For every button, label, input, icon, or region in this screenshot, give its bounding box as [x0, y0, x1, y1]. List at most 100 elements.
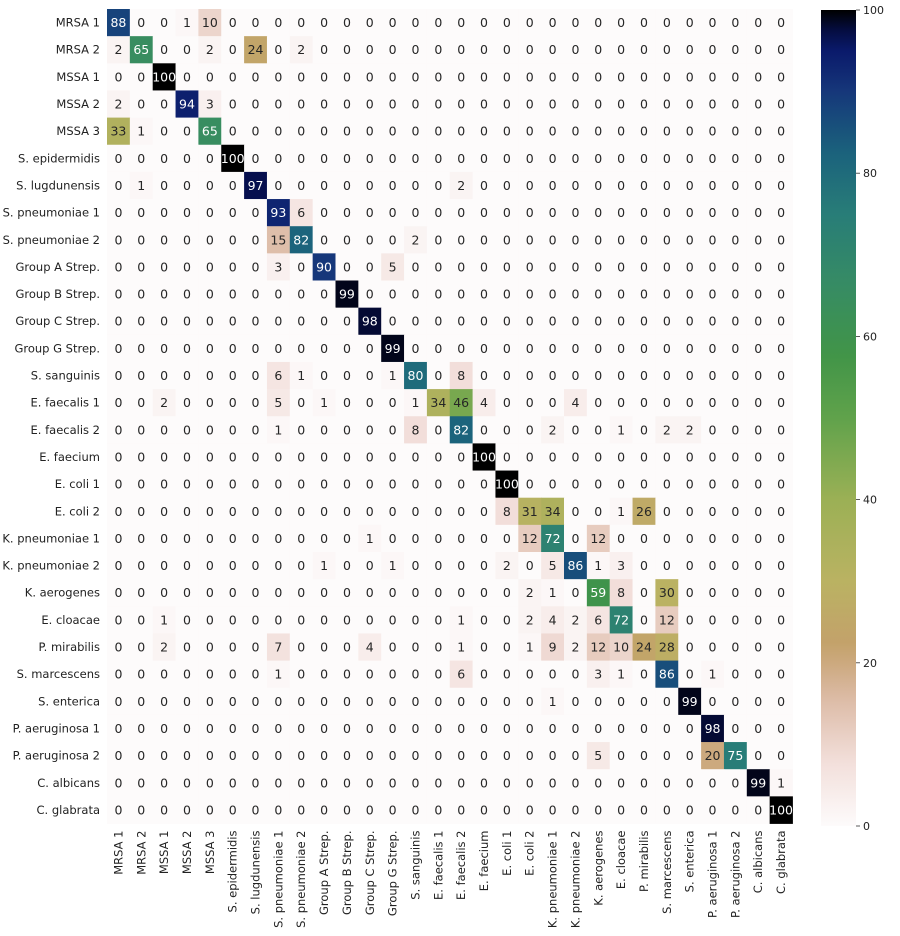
cell-value-label: 0 — [709, 612, 717, 627]
heatmap-cell — [746, 742, 771, 770]
cell-value-label: 0 — [640, 42, 648, 57]
cell-value-label: 0 — [252, 748, 260, 763]
cell-value-label: 0 — [777, 124, 785, 139]
heatmap-cell — [701, 606, 725, 634]
heatmap-cell — [426, 633, 451, 661]
cell-value-label: 0 — [366, 504, 374, 519]
cell-value-label: 1 — [549, 585, 557, 600]
heatmap-cell — [312, 552, 336, 580]
heatmap-cell — [701, 199, 725, 227]
cell-value-label: 0 — [252, 422, 260, 437]
heatmap-cell — [586, 117, 611, 146]
heatmap-cell — [586, 633, 611, 661]
cell-value-label: 0 — [571, 151, 579, 166]
cell-value-label: 0 — [709, 232, 717, 247]
heatmap-cell — [152, 117, 176, 146]
heatmap-cell — [495, 633, 519, 661]
cell-value-label: 0 — [412, 667, 420, 682]
cell-value-label: 2 — [114, 42, 122, 57]
cell-value-label: 0 — [457, 531, 465, 546]
cell-value-label: 59 — [590, 585, 606, 600]
cell-value-label: 0 — [594, 314, 602, 329]
cell-value-label: 0 — [137, 395, 145, 410]
cell-value-label: 0 — [206, 694, 214, 709]
cell-value-label: 0 — [389, 694, 397, 709]
cell-value-label: 0 — [480, 97, 488, 112]
cell-value-label: 0 — [343, 477, 351, 492]
cell-value-label: 0 — [777, 15, 785, 30]
heatmap-cell — [769, 524, 793, 553]
heatmap-cell — [198, 687, 222, 716]
heatmap-cell — [541, 144, 565, 173]
heatmap-cell — [586, 714, 611, 743]
cell-value-label: 0 — [412, 124, 420, 139]
cell-value-label: 1 — [709, 667, 717, 682]
cell-value-label: 0 — [640, 287, 648, 302]
cell-value-label: 0 — [640, 775, 648, 790]
cell-value-label: 0 — [686, 97, 694, 112]
heatmap-cell — [404, 443, 428, 471]
cell-value-label: 0 — [571, 748, 579, 763]
heatmap-cell — [244, 253, 268, 281]
heatmap-cell — [426, 90, 451, 118]
heatmap-cell — [244, 796, 268, 824]
cell-value-label: 0 — [503, 205, 511, 220]
heatmap-cell — [723, 171, 748, 200]
cell-value-label: 0 — [320, 69, 328, 84]
cell-value-label: 0 — [160, 15, 168, 30]
cell-value-label: 0 — [183, 124, 191, 139]
cell-value-label: 0 — [709, 287, 717, 302]
heatmap-cell — [426, 199, 451, 227]
heatmap-cell — [472, 361, 496, 390]
heatmap-cell — [312, 470, 336, 499]
cell-value-label: 0 — [480, 259, 488, 274]
heatmap-cell — [449, 171, 473, 200]
column-tick-label: K. pneumoniae 1 — [546, 831, 560, 929]
heatmap-cell — [723, 443, 748, 471]
cell-value-label: 1 — [137, 178, 145, 193]
cell-value-label: 0 — [320, 531, 328, 546]
cell-value-label: 0 — [686, 232, 694, 247]
cell-value-label: 0 — [617, 802, 625, 817]
cell-value-label: 0 — [594, 205, 602, 220]
heatmap-cell — [152, 633, 176, 661]
cell-value-label: 0 — [754, 97, 762, 112]
cell-value-label: 0 — [571, 341, 579, 356]
cell-value-label: 0 — [389, 205, 397, 220]
cell-value-label: 0 — [731, 477, 739, 492]
cell-value-label: 88 — [110, 15, 126, 30]
cell-value-label: 0 — [731, 232, 739, 247]
cell-value-label: 0 — [229, 748, 237, 763]
heatmap-cell — [701, 307, 725, 336]
cell-value-label: 0 — [389, 721, 397, 736]
heatmap-cell — [472, 443, 496, 471]
heatmap-cell — [723, 796, 748, 824]
cell-value-label: 0 — [297, 477, 305, 492]
heatmap-cell — [107, 199, 131, 227]
heatmap-cell — [358, 199, 382, 227]
heatmap-cell — [404, 742, 428, 770]
cell-value-label: 0 — [731, 42, 739, 57]
heatmap-cell — [335, 687, 359, 716]
cell-value-label: 0 — [754, 178, 762, 193]
colorbar-tick-label: 100 — [863, 4, 884, 17]
row-tick-label: Group C Strep. — [15, 314, 100, 328]
heatmap-cell — [221, 660, 245, 689]
heatmap-cell — [564, 687, 588, 716]
cell-value-label: 0 — [114, 422, 122, 437]
cell-value-label: 0 — [366, 341, 374, 356]
cell-value-label: 0 — [640, 124, 648, 139]
cell-value-label: 0 — [594, 124, 602, 139]
cell-value-label: 0 — [389, 97, 397, 112]
cell-value-label: 0 — [526, 42, 534, 57]
heatmap-cell — [769, 443, 793, 471]
heatmap-cell — [198, 606, 222, 634]
cell-value-label: 0 — [412, 341, 420, 356]
heatmap-cell — [564, 171, 588, 200]
cell-value-label: 1 — [549, 694, 557, 709]
cell-value-label: 1 — [160, 612, 168, 627]
heatmap-cell — [358, 36, 382, 64]
row-tick-label: Group A Strep. — [15, 260, 100, 274]
heatmap-cell — [769, 796, 793, 824]
